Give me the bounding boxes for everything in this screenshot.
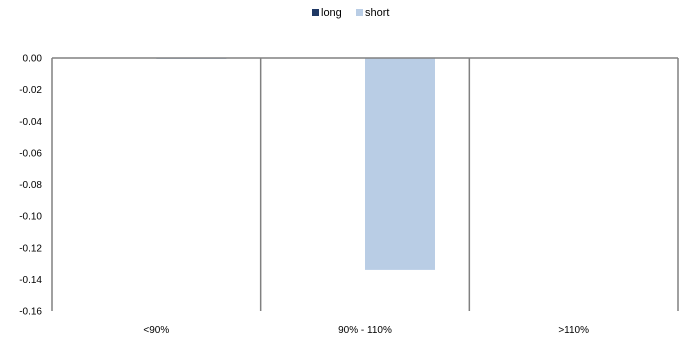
legend-label-long: long: [321, 7, 342, 19]
x-tick-label: 90% - 110%: [338, 325, 392, 336]
y-tick-label: -0.06: [19, 148, 42, 159]
y-tick-label: -0.10: [19, 212, 42, 223]
plot-area: 0.00 -0.02 -0.04 -0.06 -0.08 -0.10 -0.12 -0.14 -…: [19, 54, 679, 336]
x-tick-label: >110%: [558, 325, 589, 336]
bar-short: [365, 58, 435, 270]
legend: long short: [312, 7, 389, 19]
legend-swatch-short: [356, 9, 363, 16]
x-tick-label: <90%: [143, 325, 169, 336]
y-tick-label: -0.04: [19, 117, 42, 128]
y-tick-label: -0.12: [19, 243, 42, 254]
y-tick-label: -0.08: [19, 180, 42, 191]
legend-swatch-long: [312, 9, 319, 16]
y-tick-label: -0.02: [19, 85, 42, 96]
y-tick-label: 0.00: [23, 54, 43, 65]
y-tick-label: -0.16: [19, 307, 42, 318]
y-tick-label: -0.14: [19, 275, 42, 286]
legend-label-short: short: [365, 7, 389, 19]
